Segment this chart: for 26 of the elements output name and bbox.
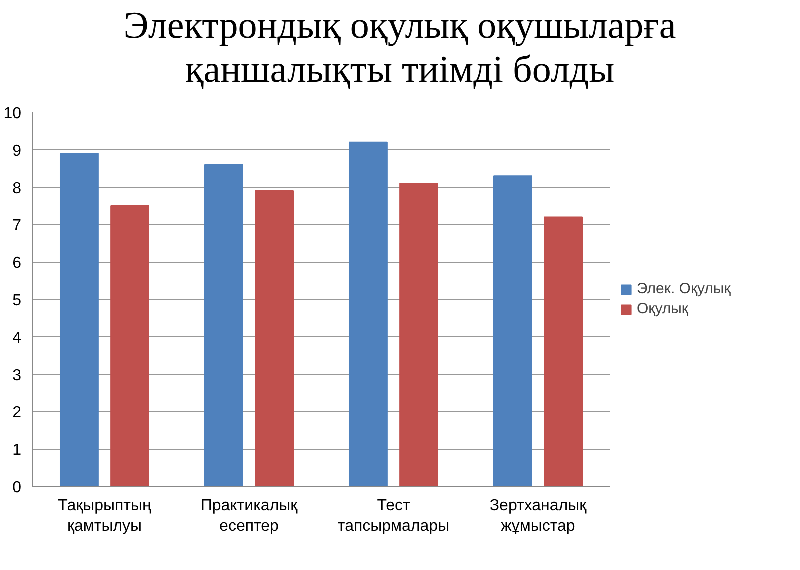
legend-label: Оқулық — [637, 300, 688, 318]
bar — [493, 176, 532, 487]
x-tick-label: Тест тапсырмалары — [338, 498, 450, 536]
chart-title: Электрондық оқулық оқушыларға қаншалықты тиімді болды — [124, 5, 676, 92]
bar — [255, 190, 294, 487]
bar — [110, 206, 150, 487]
y-tick-label: 1 — [12, 442, 22, 460]
x-tick-label: Тақырыптың қамтылуы — [58, 498, 152, 536]
y-tick-label: 2 — [12, 405, 22, 422]
bar — [204, 164, 244, 487]
bar — [400, 183, 439, 487]
y-tick-label: 8 — [12, 180, 22, 198]
y-tick-label: 4 — [12, 330, 22, 348]
bar — [348, 142, 388, 487]
y-tick-label: 3 — [12, 368, 22, 385]
x-tick-label: Практикалық есептер — [200, 498, 299, 536]
y-tick-label: 5 — [12, 292, 22, 310]
y-tick-label: 10 — [4, 106, 22, 123]
y-tick-label: 6 — [12, 255, 22, 272]
x-tick-label: Зертханалық жұмыстар — [490, 498, 588, 536]
y-tick-label: 9 — [12, 143, 22, 160]
bar — [544, 217, 584, 487]
bar — [60, 154, 99, 487]
y-tick-label: 7 — [12, 218, 22, 236]
legend-label: Элек. Оқулық — [637, 280, 731, 298]
y-tick-label: 0 — [12, 480, 22, 497]
